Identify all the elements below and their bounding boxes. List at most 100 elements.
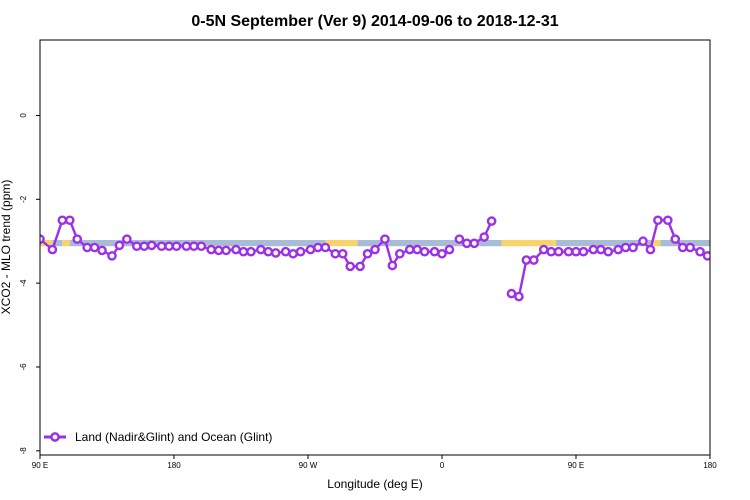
data-point bbox=[330, 248, 341, 259]
data-point bbox=[387, 260, 398, 271]
data-point bbox=[546, 246, 556, 257]
data-point bbox=[370, 244, 380, 255]
x-axis: 90 E 180 90 W 0 90 E 180 bbox=[32, 455, 717, 470]
data-point bbox=[506, 288, 517, 299]
data-point bbox=[462, 238, 472, 249]
data-point bbox=[313, 242, 323, 253]
data-point bbox=[221, 245, 231, 256]
x-tick-label: 90 E bbox=[568, 461, 584, 470]
data-point bbox=[206, 244, 217, 255]
y-tick-label: -2 bbox=[19, 195, 28, 203]
data-point bbox=[454, 234, 465, 244]
band-segment-land-10 bbox=[652, 239, 661, 247]
data-point bbox=[588, 244, 599, 255]
data-point bbox=[82, 242, 92, 253]
data-point bbox=[171, 241, 182, 252]
data-point bbox=[64, 215, 75, 226]
data-point bbox=[613, 244, 623, 255]
data-point bbox=[256, 244, 266, 255]
data-point bbox=[702, 251, 710, 261]
data-point bbox=[337, 248, 348, 259]
data-point bbox=[419, 246, 430, 257]
data-point bbox=[514, 291, 524, 302]
data-point bbox=[131, 241, 142, 252]
band-segment-land-6 bbox=[501, 239, 557, 247]
legend: Land (Nadir&Glint) and Ocean (Glint) bbox=[44, 430, 272, 444]
data-point bbox=[578, 246, 589, 257]
chart-title: 0-5N September (Ver 9) 2014-09-06 to 201… bbox=[191, 13, 558, 30]
data-point bbox=[469, 238, 480, 249]
data-point bbox=[670, 234, 681, 244]
data-point bbox=[146, 240, 157, 251]
y-axis: 0 -2 -4 -6 -8 bbox=[19, 113, 40, 455]
y-tick-label: 0 bbox=[19, 113, 28, 118]
data-point bbox=[521, 255, 532, 265]
data-point bbox=[189, 241, 199, 252]
data-point bbox=[429, 246, 440, 257]
data-point bbox=[270, 248, 281, 258]
data-point bbox=[305, 244, 316, 255]
data-point bbox=[362, 248, 373, 259]
band-segment-ocean-11 bbox=[660, 239, 710, 247]
x-tick-label: 0 bbox=[440, 461, 445, 470]
data-point bbox=[529, 255, 539, 265]
data-point bbox=[280, 246, 291, 257]
data-point bbox=[97, 245, 107, 256]
data-point bbox=[231, 244, 241, 255]
data-point bbox=[404, 244, 415, 255]
band-segment-ocean-9 bbox=[647, 239, 653, 247]
data-point bbox=[47, 244, 58, 255]
x-tick-label: 180 bbox=[167, 461, 181, 470]
data-point bbox=[164, 241, 174, 252]
data-point bbox=[746, 243, 750, 250]
y-tick-label: -8 bbox=[19, 447, 28, 455]
data-point bbox=[57, 215, 68, 226]
legend-label: Land (Nadir&Glint) and Ocean (Glint) bbox=[75, 430, 272, 444]
data-point bbox=[685, 242, 695, 253]
data-point bbox=[213, 245, 224, 256]
band-segment-land-2 bbox=[62, 239, 70, 247]
data-point bbox=[295, 246, 306, 257]
series-line-0-2 bbox=[511, 219, 709, 298]
data-point bbox=[596, 244, 606, 255]
y-tick-label: -4 bbox=[19, 279, 28, 287]
series-line-0-3 bbox=[717, 239, 750, 247]
data-point bbox=[107, 251, 117, 261]
band-segment-land-4 bbox=[325, 239, 358, 247]
data-point bbox=[181, 241, 192, 252]
data-point bbox=[114, 240, 125, 251]
data-point bbox=[628, 242, 638, 253]
data-point bbox=[677, 242, 688, 253]
band-segment-ocean-5 bbox=[357, 239, 502, 247]
data-point bbox=[437, 248, 447, 259]
data-point bbox=[553, 246, 564, 257]
data-point bbox=[246, 246, 256, 257]
data-point bbox=[156, 241, 167, 252]
data-point bbox=[263, 246, 274, 257]
band-segment-ocean-1 bbox=[52, 239, 63, 247]
data-point bbox=[89, 242, 100, 253]
y-tick-label: -6 bbox=[19, 363, 28, 371]
plot-frame bbox=[39, 39, 711, 456]
legend-marker-swatch bbox=[50, 432, 60, 442]
data-point bbox=[739, 242, 746, 249]
data-point bbox=[444, 244, 455, 255]
data-point bbox=[638, 236, 648, 247]
surface-band bbox=[40, 239, 710, 247]
y-axis-title: XCO2 - MLO trend (ppm) bbox=[0, 180, 13, 315]
data-point bbox=[139, 241, 150, 252]
data-point bbox=[486, 216, 497, 226]
data-point bbox=[714, 244, 721, 251]
band-segment-ocean-7 bbox=[556, 239, 643, 247]
data-point bbox=[196, 241, 207, 252]
data-point bbox=[695, 246, 705, 257]
data-point bbox=[122, 234, 132, 244]
data-point bbox=[238, 246, 249, 257]
data-point bbox=[288, 248, 298, 259]
data-point bbox=[721, 236, 728, 243]
data-point bbox=[380, 234, 390, 244]
data-point bbox=[395, 248, 405, 259]
data-point bbox=[653, 215, 663, 226]
data-point bbox=[603, 246, 614, 257]
